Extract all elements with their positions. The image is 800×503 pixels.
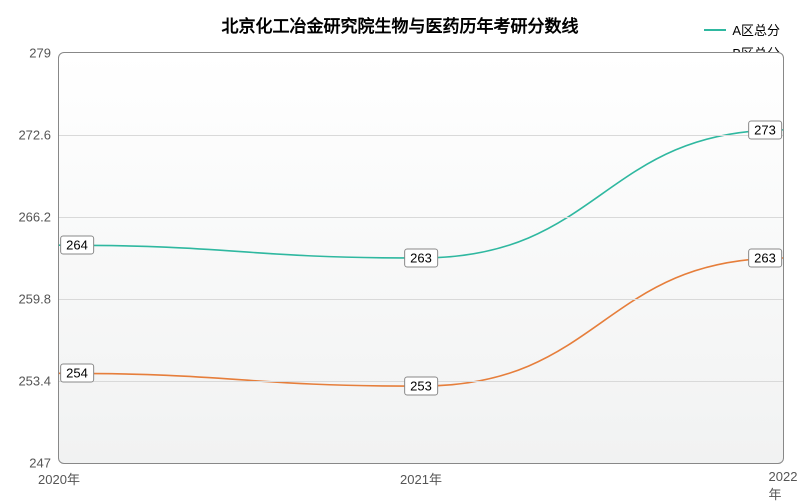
legend-item: A区总分 xyxy=(704,20,780,39)
series-line xyxy=(59,258,783,386)
y-tick-label: 266.2 xyxy=(18,210,59,225)
data-label: 263 xyxy=(748,249,782,268)
chart-container: 北京化工冶金研究院生物与医药历年考研分数线 A区总分 B区总分 247253.4… xyxy=(0,0,800,500)
series-line xyxy=(59,130,783,258)
y-tick-label: 253.4 xyxy=(18,374,59,389)
data-label: 253 xyxy=(404,377,438,396)
y-tick-label: 259.8 xyxy=(18,292,59,307)
x-tick-label: 2022年 xyxy=(769,463,798,503)
y-tick-label: 279 xyxy=(29,46,59,61)
legend-label: A区总分 xyxy=(732,20,780,39)
plot-area: 247253.4259.8266.2272.62792020年2021年2022… xyxy=(58,52,784,464)
legend-swatch-a xyxy=(704,29,726,31)
chart-title: 北京化工冶金研究院生物与医药历年考研分数线 xyxy=(222,12,579,37)
data-label: 264 xyxy=(60,236,94,255)
x-tick-label: 2021年 xyxy=(400,463,442,488)
grid-line xyxy=(59,299,783,300)
y-tick-label: 272.6 xyxy=(18,128,59,143)
grid-line xyxy=(59,135,783,136)
data-label: 263 xyxy=(404,249,438,268)
x-tick-label: 2020年 xyxy=(38,463,80,488)
data-label: 254 xyxy=(60,364,94,383)
data-label: 273 xyxy=(748,120,782,139)
grid-line xyxy=(59,217,783,218)
